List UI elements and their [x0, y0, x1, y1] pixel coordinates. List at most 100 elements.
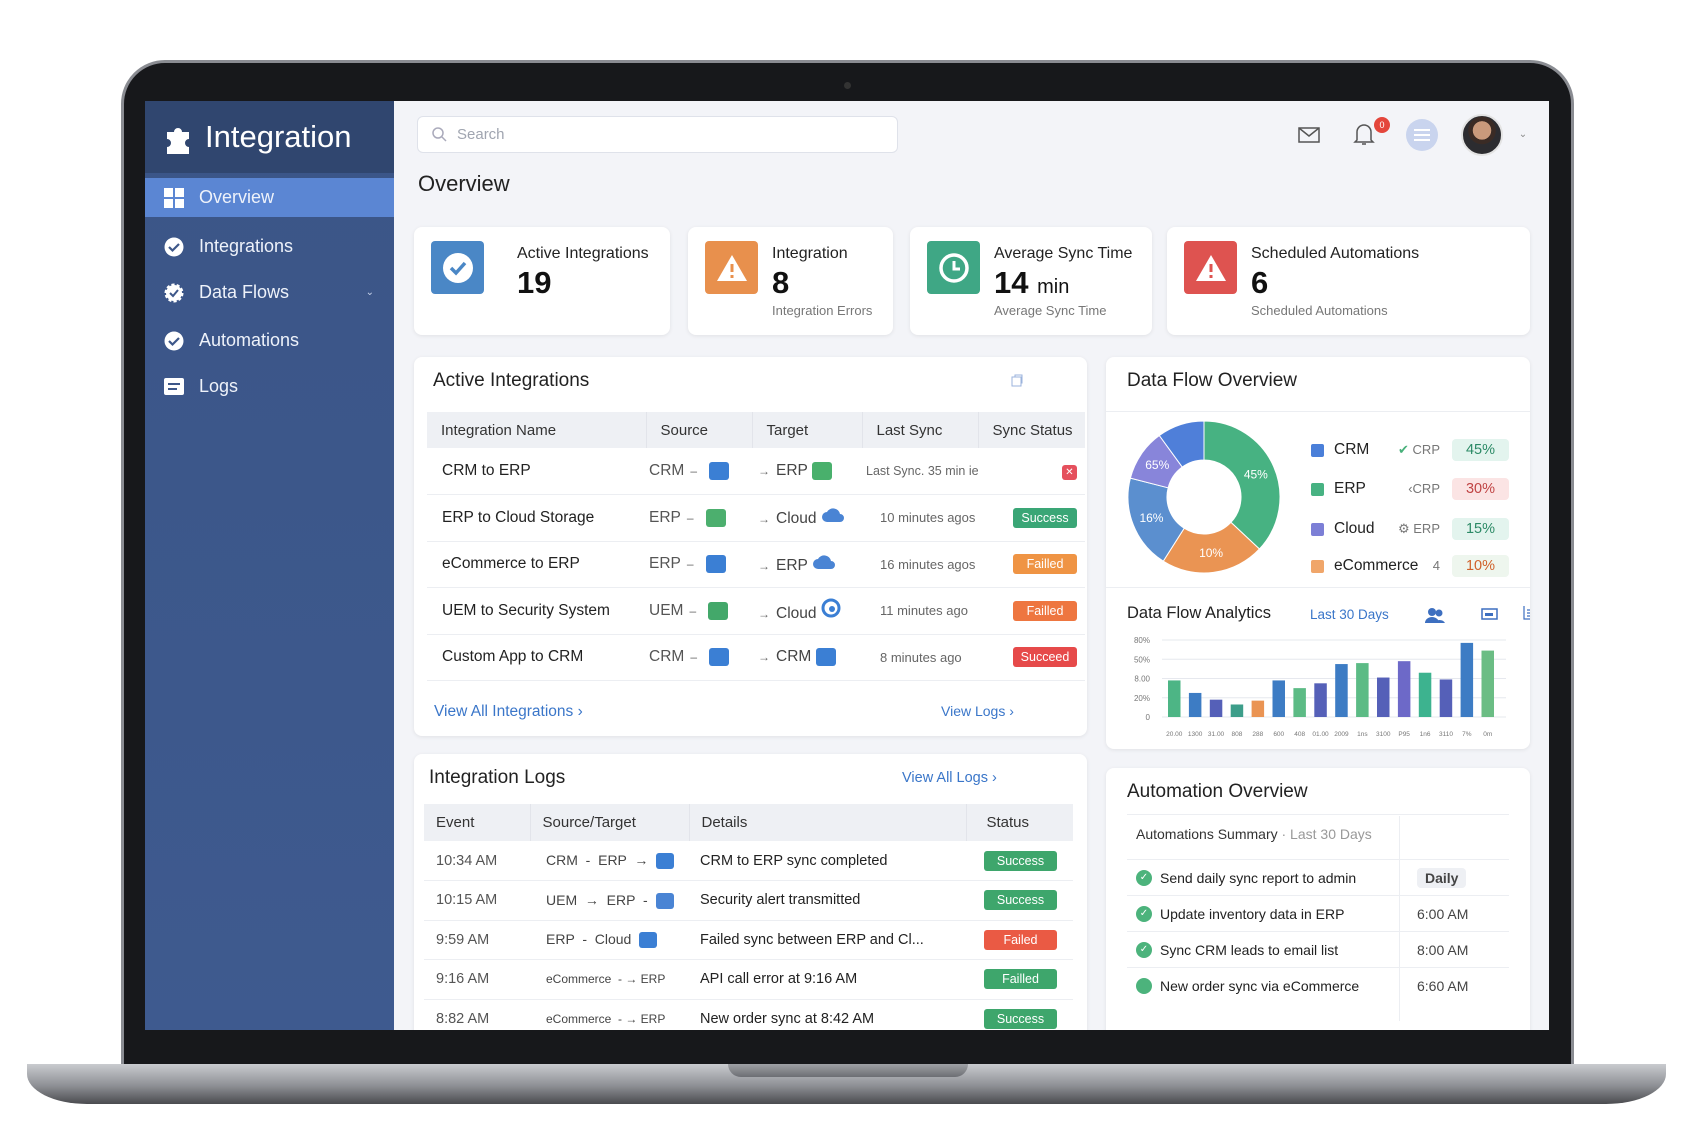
bar[interactable] — [1251, 700, 1265, 717]
legend-item[interactable]: CRM — [1311, 439, 1369, 461]
legend-label: CRM — [1334, 441, 1370, 458]
bar[interactable] — [1335, 664, 1348, 717]
secondary-label: 4 — [1432, 558, 1440, 573]
divider — [1106, 411, 1530, 412]
chevron-down-icon[interactable]: ⌄ — [365, 287, 374, 298]
card-icon[interactable] — [1480, 607, 1498, 621]
column-header[interactable]: Integration Name — [427, 412, 647, 448]
slice-label: 45% — [1244, 468, 1268, 482]
column-header[interactable]: Status — [966, 804, 1073, 841]
bar[interactable] — [1188, 692, 1202, 717]
view-all-integrations-link[interactable]: View All Integrations › — [434, 703, 583, 720]
legend-label: ERP — [1334, 480, 1366, 497]
source-target-text: eCommerce - → ERP — [546, 1011, 666, 1026]
gear-icon: ⚙ — [1397, 521, 1410, 536]
stat-card[interactable]: Integration 8 Integration Errors — [688, 227, 893, 335]
view-logs-link[interactable]: View Logs › — [941, 703, 1014, 719]
legend-swatch — [1311, 443, 1324, 457]
legend-swatch — [1311, 522, 1324, 536]
source-target-text: eCommerce - → ERP — [546, 972, 666, 987]
column-header[interactable]: Target — [752, 412, 863, 448]
view-all-logs-link[interactable]: View All Logs › — [902, 770, 997, 786]
column-header[interactable]: Sync Status — [978, 412, 1085, 448]
app-logo[interactable]: Integration — [145, 101, 394, 173]
bar[interactable] — [1397, 661, 1411, 717]
copy-icon[interactable] — [1010, 373, 1024, 387]
y-tick-label: 0 — [1146, 713, 1151, 722]
check-icon — [431, 241, 484, 294]
source-target: UEM → ERP - — [530, 880, 689, 921]
column-header[interactable]: Last Sync — [862, 412, 979, 448]
bar[interactable] — [1230, 704, 1244, 717]
user-avatar[interactable] — [1461, 114, 1503, 156]
dash: – — [686, 510, 694, 525]
stat-card[interactable]: Average Sync Time 14 min Average Sync Ti… — [910, 227, 1152, 335]
bell-icon[interactable] — [1352, 121, 1376, 147]
table-row[interactable]: CRM to ERP CRM – → ERP Last Sync. 35 min i… — [427, 448, 1085, 495]
automation-row[interactable]: ✓ Sync CRM leads to email list 8:00 AM — [1127, 931, 1509, 967]
bar[interactable] — [1356, 663, 1369, 717]
automation-row[interactable]: ✓ Update inventory data in ERP 6:00 AM — [1127, 895, 1509, 931]
integration-logs-panel: Integration Logs View All Logs › Event So… — [414, 754, 1087, 1030]
log-row[interactable]: 9:16 AM eCommerce - → ERP API call error… — [424, 959, 1073, 1000]
bar[interactable] — [1314, 683, 1327, 717]
mail-icon[interactable] — [1297, 125, 1321, 145]
bar[interactable] — [1209, 699, 1223, 717]
divider — [1106, 587, 1530, 588]
integration-name: UEM to Security System — [427, 587, 646, 635]
column-header[interactable]: Event — [424, 804, 531, 841]
donut-slice[interactable] — [1158, 420, 1205, 468]
menu-icon[interactable] — [1406, 119, 1438, 151]
log-row[interactable]: 10:15 AM UEM → ERP - Security alert tran… — [424, 880, 1073, 921]
x-tick-label: 01.00 — [1312, 731, 1329, 738]
legend-item[interactable]: eCommerce — [1311, 555, 1418, 577]
log-row[interactable]: 9:59 AM ERP - Cloud Failed sync between … — [424, 920, 1073, 960]
source-cell: CRM – — [646, 448, 752, 495]
log-row[interactable]: 10:34 AM CRM - ERP → CRM to ERP sync com… — [424, 841, 1073, 881]
card-value: 19 — [517, 265, 551, 301]
donut-slice[interactable] — [1203, 420, 1281, 550]
bar[interactable] — [1168, 680, 1181, 717]
legend-item[interactable]: ERP — [1311, 478, 1366, 500]
legend-item[interactable]: Cloud — [1311, 518, 1375, 540]
puzzle-logo-icon — [167, 128, 189, 154]
sidebar-item-automations[interactable]: Automations — [145, 321, 394, 360]
x-tick-label: 1ns — [1357, 731, 1368, 738]
event-time: 10:34 AM — [424, 841, 530, 881]
bar[interactable] — [1418, 672, 1432, 717]
bar-chart-icon[interactable] — [1522, 605, 1530, 621]
bar[interactable] — [1439, 679, 1453, 717]
source-target: eCommerce - → ERP — [530, 959, 689, 1000]
bar[interactable] — [1460, 642, 1474, 717]
bar[interactable] — [1272, 680, 1286, 717]
target-name: ERP — [776, 462, 808, 480]
column-header[interactable]: Source — [646, 412, 753, 448]
stat-card[interactable]: Active Integrations 19 — [414, 227, 670, 335]
period-selector[interactable]: Last 30 Days — [1310, 607, 1389, 622]
chevron-down-icon[interactable]: ⌄ — [1518, 128, 1528, 140]
sidebar-item-integrations[interactable]: Integrations — [145, 227, 394, 266]
stat-card[interactable]: Scheduled Automations 6 Scheduled Automa… — [1167, 227, 1530, 335]
status-cell: Success — [966, 841, 1073, 881]
table-row[interactable]: UEM to Security System UEM – → Cloud 11 mi… — [427, 587, 1085, 635]
log-details: CRM to ERP sync completed — [689, 841, 966, 881]
automation-schedule[interactable]: Daily — [1417, 867, 1467, 888]
bar[interactable] — [1481, 650, 1495, 717]
automation-row[interactable]: New order sync via eCommerce 6:60 AM — [1127, 967, 1509, 1003]
table-row[interactable]: eCommerce to ERP ERP – → ERP 16 minutes ag… — [427, 541, 1085, 588]
sidebar-item-logs[interactable]: Logs — [145, 367, 394, 406]
search-input[interactable]: Search — [417, 116, 898, 153]
table-row[interactable]: Custom App to CRM CRM – → CRM 8 minutes ag… — [427, 634, 1085, 681]
percent-pill: 10% — [1452, 555, 1509, 577]
table-row[interactable]: ERP to Cloud Storage ERP – → Cloud 10 minu… — [427, 494, 1085, 542]
log-row[interactable]: 8:82 AM eCommerce - → ERP New order sync… — [424, 999, 1073, 1030]
automation-row[interactable]: ✓ Send daily sync report to admin Daily — [1127, 859, 1509, 895]
column-header[interactable]: Source/Target — [530, 804, 690, 841]
bar[interactable] — [1377, 677, 1390, 717]
sidebar-item-data-flows[interactable]: Data Flows ⌄ — [145, 273, 394, 312]
bar[interactable] — [1293, 688, 1306, 717]
card-value-number: 19 — [517, 265, 552, 300]
sidebar-item-overview[interactable]: Overview — [145, 178, 394, 217]
users-icon[interactable] — [1424, 605, 1446, 625]
column-header[interactable]: Details — [689, 804, 967, 841]
